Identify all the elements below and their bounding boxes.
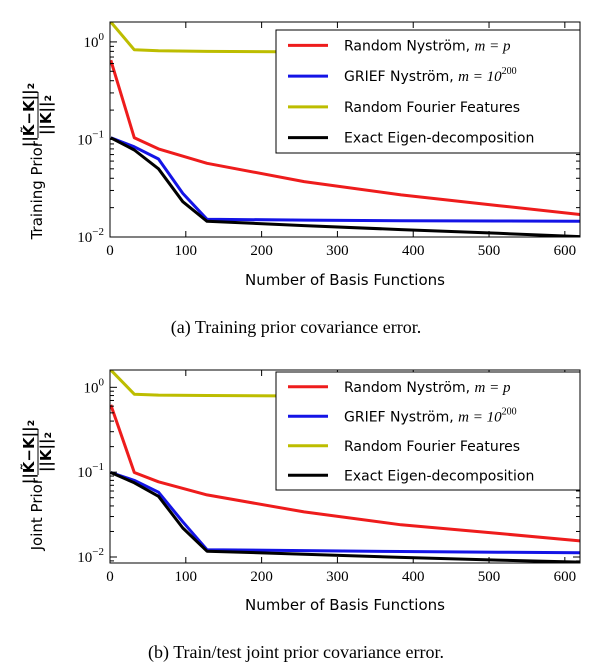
y-label-numerator: ||K̃−K||₂ — [19, 420, 39, 484]
x-tick-label: 400 — [402, 243, 425, 259]
x-tick-label: 600 — [554, 243, 577, 259]
x-axis-label: Number of Basis Functions — [245, 596, 445, 614]
legend-box — [275, 29, 581, 154]
x-tick-label: 100 — [175, 569, 198, 585]
legend-label-3: Random Fourier Features — [344, 100, 520, 116]
y-tick-label: 10−2 — [77, 226, 104, 246]
x-tick-label: 200 — [250, 243, 273, 259]
legend-label-4: Exact Eigen-decomposition — [344, 468, 534, 484]
y-label-numerator: ||K̃−K||₂ — [19, 83, 39, 147]
x-axis-label: Number of Basis Functions — [245, 271, 445, 289]
x-tick-label: 200 — [250, 569, 273, 585]
y-axis-label: Training Prior||K̃−K||₂ ||K||₂ — [19, 83, 56, 241]
y-axis-label-text: Training Prior — [28, 140, 46, 240]
x-tick-label: 600 — [554, 569, 577, 585]
y-tick-label: 10−1 — [77, 461, 104, 481]
y-tick-label: 10−2 — [77, 546, 104, 566]
y-tick-label: 100 — [84, 376, 105, 396]
figure-caption: (b) Train/test joint prior covariance er… — [148, 642, 444, 663]
y-label-denominator: ||K||₂ — [37, 95, 56, 135]
series-lines — [110, 22, 580, 237]
series-line-1 — [110, 404, 580, 543]
panel-a-chart: 0 100 200 300 400 500 600 100 10−1 10−2 Number of … — [19, 21, 581, 338]
legend-label-4: Exact Eigen-decomposition — [344, 131, 534, 147]
series-line-4 — [110, 471, 580, 563]
x-tick-label: 300 — [326, 243, 349, 259]
y-label-denominator: ||K||₂ — [37, 432, 56, 472]
y-axis-label-text: Joint Prior — [28, 477, 46, 551]
legend: Random Nyström, m = p GRIEF Nyström, m = … — [275, 371, 581, 491]
series-line-4 — [110, 136, 580, 237]
y-tick-label: 100 — [84, 31, 105, 51]
figure-caption: (a) Training prior covariance error. — [171, 317, 421, 338]
x-tick-label: 0 — [106, 569, 114, 585]
legend-label-1: Random Nyström, m = p — [344, 380, 511, 396]
y-axis-label: Joint Prior||K̃−K||₂ ||K||₂ — [19, 420, 56, 552]
legend: Random Nyström, m = p GRIEF Nyström, m = … — [275, 29, 581, 154]
series-line-2 — [110, 136, 580, 223]
legend-label-3: Random Fourier Features — [344, 439, 520, 455]
series-line-1 — [110, 59, 580, 216]
x-tick-label: 100 — [175, 243, 198, 259]
legend-box — [275, 371, 581, 491]
x-tick-label: 500 — [478, 569, 501, 585]
y-tick-label: 10−1 — [77, 128, 104, 148]
legend-label-2: GRIEF Nyström, m = 10200 — [344, 406, 517, 425]
legend-label-2: GRIEF Nyström, m = 10200 — [344, 66, 517, 85]
legend-label-1: Random Nyström, m = p — [344, 38, 511, 54]
panel-b-chart: 0 100 200 300 400 500 600 100 10−1 10−2 Number of … — [19, 369, 581, 663]
x-tick-label: 300 — [326, 569, 349, 585]
x-tick-label: 0 — [106, 243, 114, 259]
x-tick-label: 400 — [402, 569, 425, 585]
x-tick-label: 500 — [478, 243, 501, 259]
